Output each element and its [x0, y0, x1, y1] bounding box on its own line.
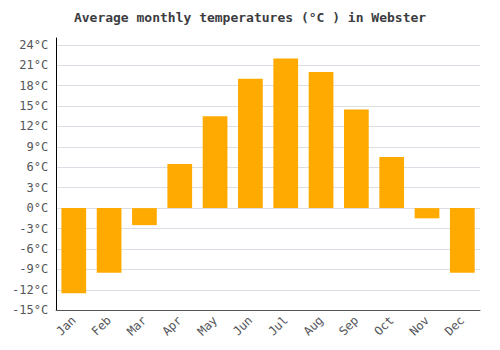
svg-text:Sep: Sep: [336, 313, 361, 338]
svg-text:9°C: 9°C: [26, 140, 48, 154]
svg-text:-15°C: -15°C: [12, 303, 48, 317]
svg-text:Feb: Feb: [89, 313, 114, 338]
svg-text:Aug: Aug: [301, 313, 326, 338]
svg-text:Apr: Apr: [159, 313, 184, 338]
svg-text:May: May: [195, 313, 220, 338]
svg-text:0°C: 0°C: [26, 201, 48, 215]
svg-text:12°C: 12°C: [19, 119, 48, 133]
svg-text:-12°C: -12°C: [12, 283, 48, 297]
svg-text:18°C: 18°C: [19, 79, 48, 93]
svg-text:Nov: Nov: [407, 313, 432, 338]
svg-text:Oct: Oct: [371, 313, 396, 338]
svg-text:3°C: 3°C: [26, 181, 48, 195]
svg-text:15°C: 15°C: [19, 99, 48, 113]
svg-text:Dec: Dec: [442, 313, 467, 338]
svg-text:Jan: Jan: [54, 313, 79, 338]
svg-text:-9°C: -9°C: [19, 262, 48, 276]
svg-text:Jun: Jun: [230, 313, 255, 338]
svg-text:6°C: 6°C: [26, 160, 48, 174]
svg-text:Mar: Mar: [124, 313, 149, 338]
svg-text:24°C: 24°C: [19, 38, 48, 52]
svg-text:21°C: 21°C: [19, 58, 48, 72]
svg-text:-3°C: -3°C: [19, 222, 48, 236]
svg-text:-6°C: -6°C: [19, 242, 48, 256]
svg-text:Jul: Jul: [265, 313, 290, 338]
svg-text:Average monthly temperatures (: Average monthly temperatures (°C ) in We…: [74, 10, 426, 25]
